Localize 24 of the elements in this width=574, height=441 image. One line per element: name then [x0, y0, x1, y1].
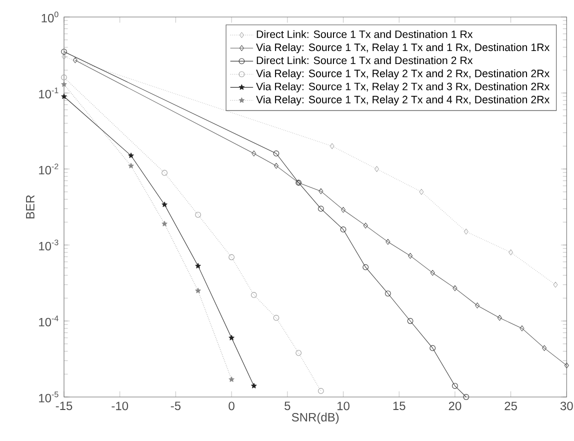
legend-label: Direct Link: Source 1 Tx and Destination 1 Rx: [256, 30, 473, 38]
legend-label: Via Relay: Source 1 Tx, Relay 2 Tx and 3 Rx, Destination 2Rx: [256, 82, 550, 92]
x-tick-label: -5: [170, 402, 181, 410]
x-tick-label: -15: [56, 402, 72, 410]
y-tick-label: 10$^{0}$: [42, 12, 58, 22]
x-tick-label: 10: [338, 402, 350, 410]
y-tick-label: 10$^{-3}$: [39, 240, 58, 250]
legend-label: Direct Link: Source 1 Tx and Destination 2 Rx: [256, 56, 473, 64]
x-tick-label: 5: [284, 402, 290, 410]
x-tick-label: 20: [448, 402, 462, 410]
y-tick-label: 10$^{-1}$: [39, 88, 58, 98]
legend-label: Via Relay: Source 1 Tx, Relay 2 Tx and 4 Rx, Destination 2Rx: [256, 96, 550, 106]
x-tick-label: 0: [228, 402, 234, 410]
legend-label: Via Relay: Source 1 Tx, Relay 1 Tx and 1 Rx, Destination 1Rx: [256, 43, 550, 54]
y-axis-title: BER: [26, 195, 34, 218]
y-tick-label: 10$^{-5}$: [39, 392, 58, 402]
x-tick-label: 25: [504, 402, 517, 410]
y-tick-label: 10$^{-4}$: [39, 316, 58, 326]
legend-label: Via Relay: Source 1 Tx, Relay 2 Tx and 2 Rx, Destination 2Rx: [256, 69, 550, 80]
x-tick-label: 15: [393, 402, 406, 410]
x-axis-title: SNR(dB): [292, 412, 339, 424]
x-tick-label: -10: [112, 402, 128, 410]
x-tick-label: 30: [560, 402, 573, 410]
y-tick-label: 10$^{-2}$: [39, 164, 58, 174]
